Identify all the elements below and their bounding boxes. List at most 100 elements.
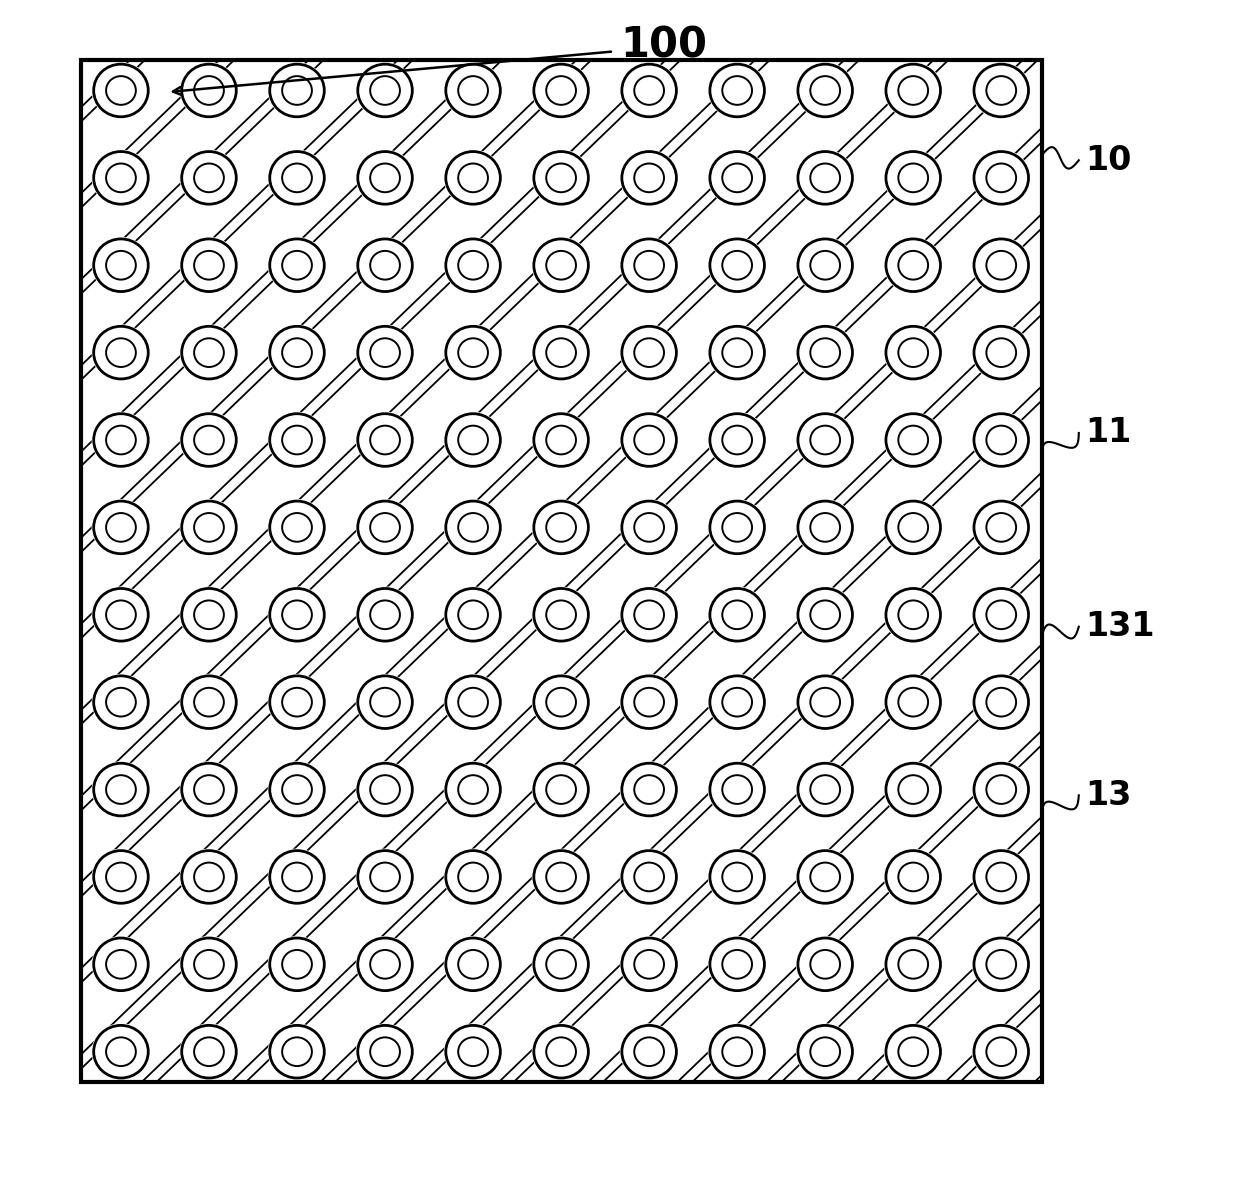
Circle shape [107, 513, 136, 542]
Circle shape [459, 77, 489, 105]
Circle shape [283, 77, 312, 105]
Circle shape [532, 500, 590, 555]
Circle shape [898, 338, 928, 367]
Circle shape [898, 77, 928, 105]
Circle shape [532, 587, 590, 642]
Circle shape [268, 587, 326, 642]
Circle shape [459, 251, 489, 280]
Circle shape [107, 426, 136, 454]
Circle shape [708, 238, 766, 293]
Circle shape [810, 164, 839, 193]
Circle shape [532, 151, 590, 206]
Circle shape [107, 688, 136, 716]
Circle shape [546, 513, 575, 542]
Circle shape [708, 849, 766, 904]
Circle shape [92, 936, 150, 991]
Circle shape [884, 762, 942, 817]
Circle shape [356, 238, 414, 293]
Circle shape [898, 426, 928, 454]
Circle shape [898, 950, 928, 978]
Circle shape [884, 500, 942, 555]
Circle shape [268, 413, 326, 468]
Circle shape [634, 862, 663, 891]
Circle shape [356, 587, 414, 642]
Circle shape [722, 426, 751, 454]
Circle shape [634, 426, 663, 454]
Circle shape [810, 775, 839, 804]
Circle shape [634, 600, 663, 629]
Circle shape [371, 426, 401, 454]
Circle shape [972, 762, 1030, 817]
Circle shape [444, 762, 502, 817]
Circle shape [195, 426, 224, 454]
Circle shape [92, 63, 150, 118]
Circle shape [972, 238, 1030, 293]
Circle shape [898, 862, 928, 891]
Circle shape [283, 950, 312, 978]
Circle shape [444, 849, 502, 904]
Circle shape [986, 338, 1016, 367]
Circle shape [371, 600, 401, 629]
Circle shape [884, 151, 942, 206]
Circle shape [986, 600, 1016, 629]
Circle shape [444, 587, 502, 642]
Circle shape [634, 688, 663, 716]
Circle shape [620, 413, 678, 468]
Circle shape [722, 688, 751, 716]
Circle shape [356, 675, 414, 730]
Circle shape [283, 513, 312, 542]
Circle shape [708, 151, 766, 206]
Circle shape [283, 426, 312, 454]
Circle shape [444, 325, 502, 380]
Circle shape [898, 775, 928, 804]
Circle shape [356, 63, 414, 118]
Circle shape [107, 950, 136, 978]
Circle shape [986, 426, 1016, 454]
Circle shape [972, 500, 1030, 555]
Circle shape [810, 338, 839, 367]
Circle shape [810, 862, 839, 891]
Circle shape [283, 251, 312, 280]
Circle shape [796, 587, 854, 642]
Circle shape [810, 950, 839, 978]
Circle shape [620, 325, 678, 380]
Circle shape [972, 1024, 1030, 1079]
Circle shape [356, 500, 414, 555]
Circle shape [444, 675, 502, 730]
Circle shape [459, 426, 489, 454]
Circle shape [620, 151, 678, 206]
Circle shape [180, 675, 238, 730]
Circle shape [546, 426, 575, 454]
Circle shape [92, 151, 150, 206]
Circle shape [532, 238, 590, 293]
Bar [81, 60, 1042, 1082]
Circle shape [722, 600, 751, 629]
Text: 10: 10 [1085, 144, 1131, 177]
Circle shape [195, 688, 224, 716]
Circle shape [356, 762, 414, 817]
Circle shape [444, 500, 502, 555]
Circle shape [708, 325, 766, 380]
Text: 11: 11 [1085, 416, 1131, 450]
Circle shape [986, 77, 1016, 105]
Circle shape [796, 936, 854, 991]
Circle shape [283, 1037, 312, 1066]
Circle shape [92, 675, 150, 730]
Circle shape [268, 151, 326, 206]
Circle shape [180, 325, 238, 380]
Circle shape [92, 587, 150, 642]
Circle shape [634, 775, 663, 804]
Circle shape [796, 325, 854, 380]
Circle shape [195, 164, 224, 193]
Circle shape [634, 251, 663, 280]
Circle shape [620, 587, 678, 642]
Circle shape [107, 338, 136, 367]
Circle shape [546, 775, 575, 804]
Circle shape [722, 513, 751, 542]
Circle shape [620, 675, 678, 730]
Circle shape [283, 338, 312, 367]
Circle shape [810, 513, 839, 542]
Circle shape [195, 775, 224, 804]
Circle shape [634, 1037, 663, 1066]
Circle shape [722, 164, 751, 193]
